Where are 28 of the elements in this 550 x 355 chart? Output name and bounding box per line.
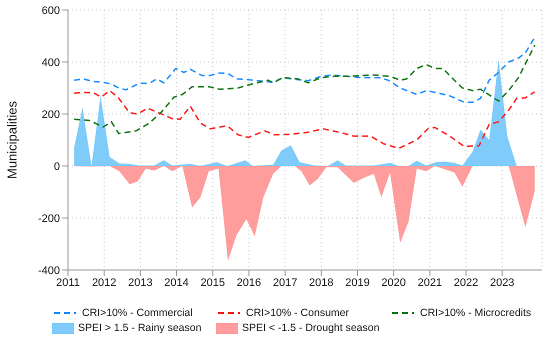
x-tick-label: 2014 [164,276,189,289]
legend-label: CRI>10% - Microcredits [420,307,532,319]
x-tick-label: 2016 [236,276,262,289]
x-tick-label: 2021 [418,276,442,289]
x-tick-label: 2013 [128,276,153,289]
x-tick-label: 2012 [92,276,116,289]
legend-label: CRI>10% - Consumer [246,307,349,319]
y-tick-label: 200 [42,108,60,121]
y-tick-label: 0 [54,160,60,173]
x-tick-label: 2020 [381,276,406,289]
x-tick-label: 2018 [309,276,334,289]
legend-label: SPEI > 1.5 - Rainy season [78,322,202,334]
line-series [73,36,536,104]
x-tick-label: 2022 [454,276,478,289]
line-series [73,90,536,150]
y-axis-title: Municipalities [4,100,20,180]
x-tick-label: 2015 [200,276,225,289]
legend-label: SPEI < -1.5 - Drought season [242,322,380,334]
x-tick-label: 2023 [490,276,514,289]
y-tick-label: -400 [38,264,60,277]
line-series [73,44,536,134]
y-tick-label: -200 [38,212,60,225]
x-tick-label: 2011 [56,276,80,289]
y-tick-label: 600 [42,4,60,17]
x-tick-label: 2019 [345,276,370,289]
legend-label: CRI>10% - Commercial [82,307,193,319]
y-tick-label: 400 [42,56,60,69]
x-tick-label: 2017 [272,276,298,289]
